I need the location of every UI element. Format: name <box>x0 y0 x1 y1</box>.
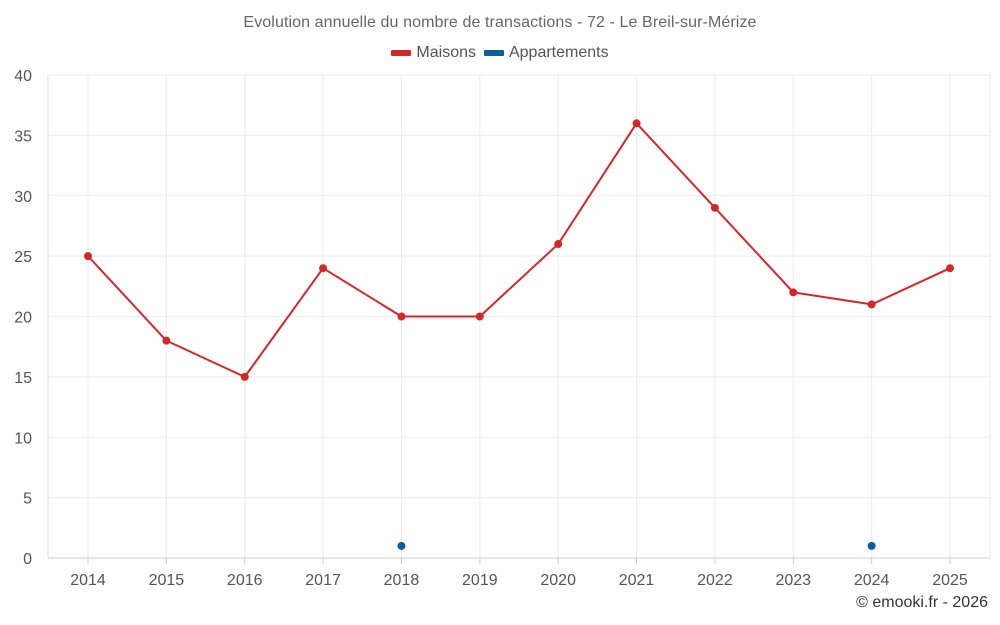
data-point-maisons-2022 <box>710 203 719 212</box>
x-tick-label: 2023 <box>775 572 811 589</box>
data-point-maisons-2015 <box>162 336 171 345</box>
x-tick-label: 2019 <box>462 572 498 589</box>
legend-item-appartements[interactable]: Appartements <box>483 44 609 62</box>
data-point-maisons-2024 <box>867 300 876 309</box>
x-tick-label: 2020 <box>540 572 576 589</box>
data-point-maisons-2021 <box>632 119 641 128</box>
series-line-maisons <box>87 122 951 378</box>
x-tick-label: 2018 <box>384 572 420 589</box>
y-tick-label: 40 <box>14 68 32 85</box>
y-tick-label: 30 <box>14 189 32 206</box>
x-tick-label: 2025 <box>932 572 968 589</box>
data-point-maisons-2020 <box>554 240 563 249</box>
x-tick-label: 2022 <box>697 572 733 589</box>
chart-title: Evolution annuelle du nombre de transact… <box>243 14 757 31</box>
y-tick-label: 25 <box>14 249 32 266</box>
x-tick-label: 2017 <box>305 572 341 589</box>
legend-swatch-appartements <box>483 50 504 56</box>
data-point-appartements-2024 <box>867 541 876 550</box>
legend-label-maisons: Maisons <box>416 44 476 61</box>
x-tick-label: 2014 <box>70 572 106 589</box>
y-tick-label: 35 <box>14 128 32 145</box>
y-tick-label: 15 <box>14 370 32 387</box>
x-tick-label: 2024 <box>854 572 890 589</box>
data-point-maisons-2017 <box>319 264 328 273</box>
credit-text: © emooki.fr - 2026 <box>856 594 988 611</box>
legend: Maisons Appartements <box>0 44 1000 62</box>
y-tick-label: 10 <box>14 430 32 447</box>
data-point-maisons-2018 <box>397 312 406 321</box>
y-tick-label: 20 <box>14 310 32 327</box>
legend-swatch-maisons <box>391 50 412 56</box>
data-point-appartements-2018 <box>397 541 406 550</box>
x-tick-label: 2021 <box>619 572 655 589</box>
legend-label-appartements: Appartements <box>508 44 609 61</box>
legend-item-maisons[interactable]: Maisons <box>391 44 476 62</box>
x-tick-label: 2016 <box>227 572 263 589</box>
data-point-maisons-2019 <box>475 312 484 321</box>
data-point-maisons-2014 <box>84 252 92 261</box>
data-point-maisons-2023 <box>789 288 798 297</box>
data-point-maisons-2025 <box>946 264 954 273</box>
y-tick-label: 0 <box>23 551 32 568</box>
data-point-maisons-2016 <box>240 372 249 381</box>
x-tick-label: 2015 <box>149 572 185 589</box>
y-tick-label: 5 <box>23 491 32 508</box>
